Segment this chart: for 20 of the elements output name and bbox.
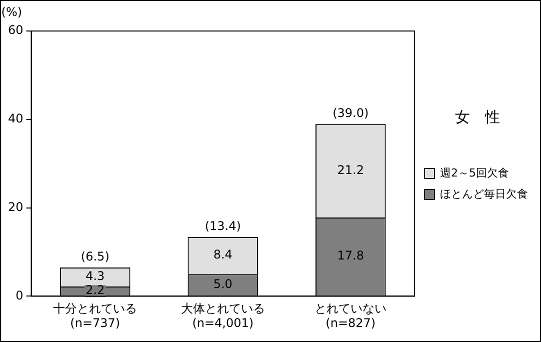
data-label: 2.2 [86, 283, 105, 298]
total-label: (6.5) [80, 250, 110, 264]
data-label: 4.3 [86, 269, 105, 284]
data-label: 8.4 [213, 248, 232, 262]
x-tick-label: 大体とれている (n=4,001) [180, 302, 265, 330]
text: 女 性 [454, 108, 500, 126]
y-axis-title: (%) [1, 5, 22, 20]
total-label: (39.0) [332, 106, 369, 120]
x-tick-label: 十分とれている (n=737) [53, 302, 138, 330]
y-tick-label: 20 [8, 200, 24, 214]
y-tick-label: 40 [8, 112, 24, 126]
data-label: 5.0 [213, 277, 232, 292]
data-label: 21.2 [337, 162, 364, 177]
y-tick-label: 60 [8, 23, 24, 38]
x-tick-label: とれていない (n=827) [314, 302, 387, 330]
legend-label: 週2～5回欠食 [440, 166, 509, 180]
legend-label: ほとんど毎日欠食 [440, 187, 528, 200]
total-label: (13.4) [204, 219, 241, 234]
y-tick-label: 0 [16, 288, 24, 302]
data-label: 17.8 [337, 248, 364, 263]
